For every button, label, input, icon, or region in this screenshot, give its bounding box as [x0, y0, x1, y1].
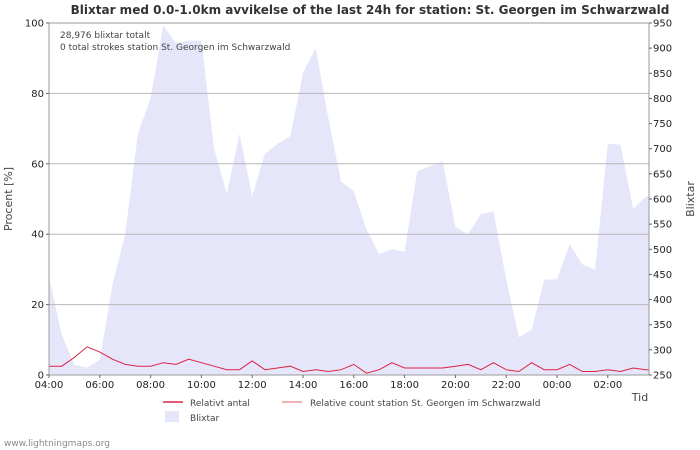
- y-left-tick-label: 20: [31, 300, 44, 311]
- y-left-tick-label: 0: [38, 371, 44, 382]
- credit: www.lightningmaps.org: [4, 439, 110, 449]
- x-tick-label: 06:00: [85, 380, 114, 391]
- y-right-tick-label: 650: [653, 169, 672, 180]
- y-right-tick-label: 750: [653, 119, 672, 130]
- x-tick-label: 18:00: [390, 380, 419, 391]
- y-left-tick-label: 60: [31, 159, 44, 170]
- x-axis: 04:00 06:00 08:00 10:00 12:00 14:00 16:00 18:00…: [35, 375, 622, 391]
- y-right-tick-label: 950: [653, 19, 672, 30]
- y-right-tick-label: 850: [653, 69, 672, 80]
- legend-swatch-blixtar: [165, 411, 179, 422]
- y-right-tick-label: 550: [653, 220, 672, 231]
- x-tick-label: 08:00: [136, 380, 165, 391]
- y-right-label: Blixtar: [684, 181, 697, 217]
- x-tick-label: 02:00: [593, 380, 622, 391]
- legend-label-relative: Relativt antal: [190, 399, 250, 409]
- x-tick-label: 04:00: [35, 380, 64, 391]
- annotation-station: 0 total strokes station St. Georgen im S…: [60, 43, 290, 53]
- y-right-tick-label: 700: [653, 144, 672, 155]
- relative-line-layer: [49, 346, 649, 374]
- y-right-tick-label: 400: [653, 295, 672, 306]
- y-right-tick-label: 300: [653, 345, 672, 356]
- legend-label-blixtar: Blixtar: [190, 414, 220, 424]
- y-left-tick-label: 80: [31, 89, 44, 100]
- blixtar-area-layer: [49, 25, 649, 375]
- annotation-total: 28,976 blixtar totalt: [60, 31, 151, 41]
- y-right-tick-label: 600: [653, 195, 672, 206]
- y-right-axis: 250 300 350 400 450 500 550 600 650 700 750 800 850 9…: [649, 19, 672, 382]
- y-right-tick-label: 800: [653, 94, 672, 105]
- y-right-tick-label: 350: [653, 320, 672, 331]
- plot-area: [48, 22, 650, 376]
- x-tick-label: 12:00: [238, 380, 267, 391]
- y-left-axis: 0 20 40 60 80 100: [25, 19, 49, 382]
- y-left-label: Procent [%]: [2, 167, 15, 231]
- y-right-tick-label: 900: [653, 44, 672, 55]
- y-left-tick-label: 40: [31, 230, 44, 241]
- legend-label-station: Relative count station St. Georgen im Sc…: [310, 399, 540, 409]
- blixtar-area: [49, 25, 649, 375]
- chart-title: Blixtar med 0.0-1.0km avvikelse of the l…: [71, 3, 670, 17]
- x-tick-label: 16:00: [339, 380, 368, 391]
- x-tick-label: 20:00: [441, 380, 470, 391]
- y-left-tick-label: 100: [25, 19, 44, 30]
- x-tick-label: 14:00: [289, 380, 318, 391]
- legend: Relativt antal Relative count station St…: [163, 399, 540, 424]
- y-right-tick-label: 500: [653, 245, 672, 256]
- relative-count-line: [49, 346, 649, 374]
- x-tick-label: 10:00: [187, 380, 216, 391]
- y-right-tick-label: 450: [653, 270, 672, 281]
- y-right-tick-label: 250: [653, 371, 672, 382]
- x-tick-label: 00:00: [543, 380, 572, 391]
- x-tick-label: 22:00: [492, 380, 521, 391]
- x-label: Tid: [631, 391, 648, 404]
